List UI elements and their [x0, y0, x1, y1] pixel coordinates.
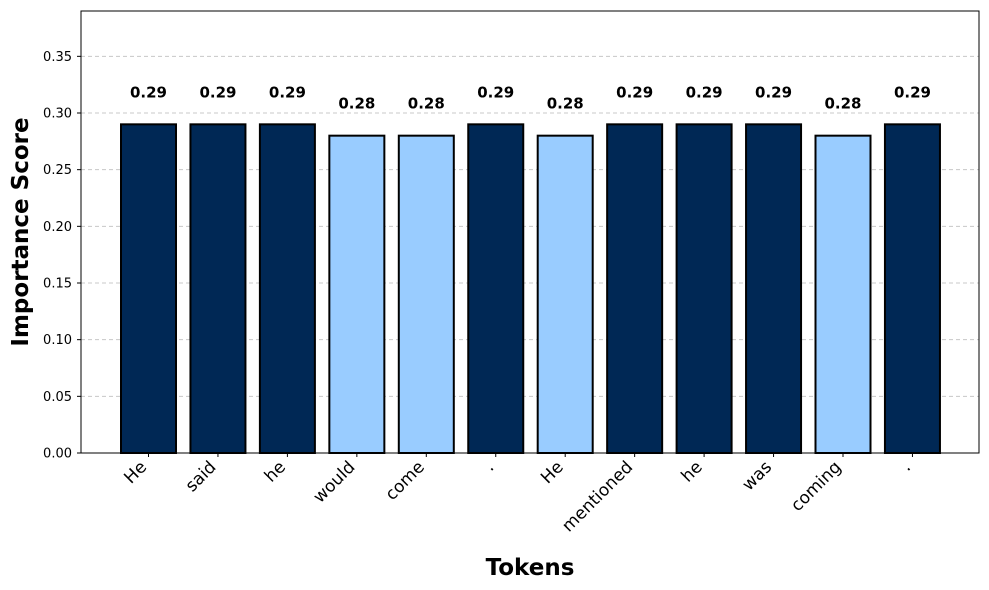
value-labels: 0.29 0.29 0.29 0.28 0.28 0.29 0.28 0.29 0.29 0.29…	[130, 83, 931, 112]
bar-8	[675, 123, 733, 454]
y-axis-title: Importance Score	[8, 117, 34, 346]
y-tick-label: 0.05	[43, 390, 72, 405]
bar-7	[606, 123, 664, 454]
x-tick-label: was	[738, 457, 776, 495]
y-tick-label: 0.25	[43, 163, 72, 178]
bar-value-label: 0.28	[408, 95, 445, 113]
y-tick-label: 0.20	[43, 220, 72, 235]
bar-4	[397, 134, 455, 455]
bar-value-label: 0.29	[199, 83, 236, 101]
x-tick-label: .	[480, 457, 498, 475]
x-tick-label: He	[537, 457, 568, 488]
y-tick-label: 0.10	[43, 333, 72, 348]
x-tick-label: said	[182, 457, 221, 496]
bars	[120, 123, 941, 455]
bar-0	[120, 123, 177, 454]
x-tick-label: mentioned	[558, 457, 637, 536]
bar-11	[883, 123, 941, 454]
bar-value-label: 0.29	[755, 83, 792, 101]
bar-value-label: 0.28	[547, 95, 584, 113]
x-tick-label: come	[382, 457, 429, 504]
bar-value-label: 0.28	[824, 95, 861, 113]
bar-10	[814, 134, 872, 455]
x-tick-label: would	[309, 457, 359, 507]
bar-value-label: 0.29	[686, 83, 723, 101]
x-tick-label: he	[261, 457, 290, 486]
bar-2	[258, 123, 316, 454]
x-tick-label: .	[897, 457, 915, 475]
bar-3	[328, 134, 386, 455]
y-tick-label: 0.30	[43, 107, 72, 122]
x-axis-title: Tokens	[486, 555, 575, 581]
bar-value-label: 0.29	[894, 83, 931, 101]
bar-6	[536, 134, 594, 455]
bar-value-label: 0.29	[269, 83, 306, 101]
y-axis-ticks: 0.00 0.05 0.10 0.15 0.20 0.25 0.30 0.35	[43, 50, 81, 462]
plot-frame	[80, 10, 980, 454]
y-tick-label: 0.35	[43, 50, 72, 65]
bar-5	[467, 123, 525, 454]
y-tick-label: 0.15	[43, 277, 72, 292]
x-tick-label: he	[677, 457, 706, 486]
bar-value-label: 0.29	[477, 83, 514, 101]
bar-9	[745, 123, 803, 454]
x-tick-label: He	[120, 457, 151, 488]
bar-value-label: 0.29	[130, 83, 167, 101]
y-tick-label: 0.00	[43, 447, 72, 462]
bar-value-label: 0.29	[616, 83, 653, 101]
bar-1	[189, 123, 247, 454]
x-tick-label: coming	[787, 457, 845, 515]
bar-value-label: 0.28	[338, 95, 375, 113]
